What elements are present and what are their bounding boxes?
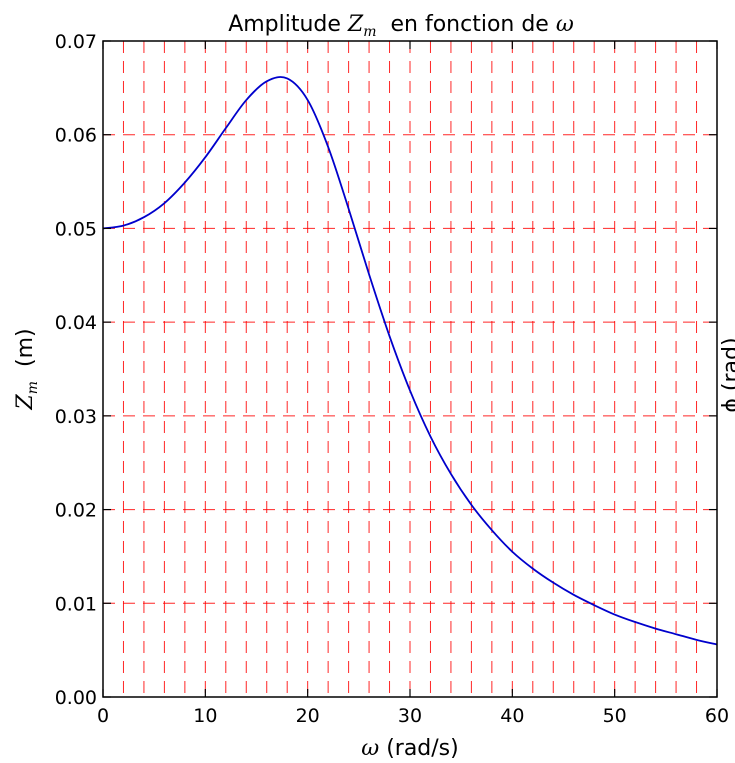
x-tick-label: 60 [705,705,729,727]
y-tick-label: 0.03 [55,406,97,428]
y-tick-label: 0.04 [55,312,97,334]
y-tick-label: 0.07 [55,31,97,53]
y-tick-label: 0.01 [55,593,97,615]
axis-ticks: 0 10 20 30 40 50 60 0.00 0.01 0.02 0.03 0.04 0.05 0.0… [55,31,729,727]
x-axis-label: ω (rad/s) [361,736,458,761]
series-line-amplitude [102,76,718,646]
x-tick-label: 0 [97,705,109,727]
y-axis-label: Zm (m) [13,328,41,410]
x-tick-label: 30 [398,705,422,727]
y-tick-label: 0.02 [55,500,97,522]
x-tick-label: 40 [500,705,524,727]
chart-title: Amplitude Zm en fonction de ω [228,12,574,40]
right-axis-label-fragment: ϕ (rad) [719,337,735,412]
grid-lines [103,41,717,697]
y-tick-label: 0.05 [55,218,97,240]
plot-series [102,76,718,646]
x-tick-label: 50 [603,705,627,727]
x-tick-label: 20 [296,705,320,727]
y-tick-label: 0.06 [55,125,97,147]
y-tick-label: 0.00 [55,687,97,709]
x-tick-label: 10 [193,705,217,727]
